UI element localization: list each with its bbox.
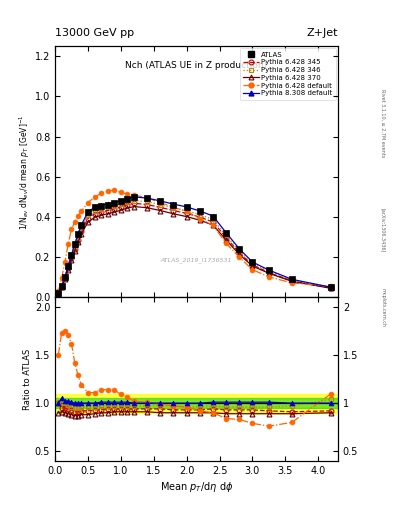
Legend: ATLAS, Pythia 6.428 345, Pythia 6.428 346, Pythia 6.428 370, Pythia 6.428 defaul: ATLAS, Pythia 6.428 345, Pythia 6.428 34… [240, 48, 336, 100]
Text: Rivet 3.1.10, ≥ 2.7M events: Rivet 3.1.10, ≥ 2.7M events [381, 89, 386, 157]
Bar [55, 394, 338, 413]
Text: Z+Jet: Z+Jet [307, 28, 338, 38]
Text: [arXiv:1306.3436]: [arXiv:1306.3436] [381, 208, 386, 252]
Text: mcplots.cern.ch: mcplots.cern.ch [381, 288, 386, 327]
Y-axis label: Ratio to ATLAS: Ratio to ATLAS [23, 349, 32, 410]
X-axis label: Mean $p_{T}$/d$\eta$ d$\phi$: Mean $p_{T}$/d$\eta$ d$\phi$ [160, 480, 233, 494]
Text: 13000 GeV pp: 13000 GeV pp [55, 28, 134, 38]
Y-axis label: 1/N$_{ev}$ dN$_{ev}$/d mean $p_{T}$ [GeV]$^{-1}$: 1/N$_{ev}$ dN$_{ev}$/d mean $p_{T}$ [GeV… [18, 114, 32, 229]
Bar [55, 398, 338, 408]
Text: ATLAS_2019_I1736531: ATLAS_2019_I1736531 [161, 257, 232, 263]
Text: Nch (ATLAS UE in Z production): Nch (ATLAS UE in Z production) [125, 61, 268, 70]
